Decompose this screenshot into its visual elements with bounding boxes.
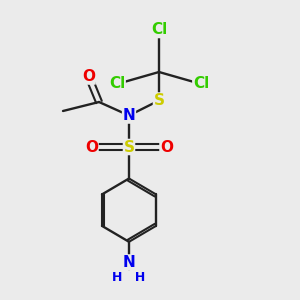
Text: O: O	[160, 140, 173, 154]
Text: O: O	[82, 69, 95, 84]
Text: S: S	[154, 93, 164, 108]
Text: N: N	[123, 255, 135, 270]
Text: N: N	[123, 108, 135, 123]
Text: Cl: Cl	[151, 22, 167, 38]
Text: Cl: Cl	[109, 76, 125, 92]
Text: O: O	[85, 140, 98, 154]
Text: H  H: H H	[112, 271, 146, 284]
Text: S: S	[124, 140, 134, 154]
Text: Cl: Cl	[193, 76, 209, 92]
